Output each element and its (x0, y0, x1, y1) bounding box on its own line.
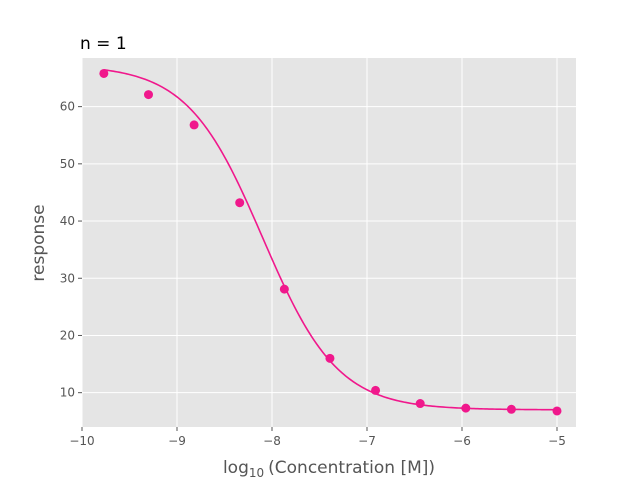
data-point (461, 403, 471, 413)
y-tick-label: 50 (60, 157, 75, 171)
data-point (552, 406, 562, 416)
chart-title: n = 1 (80, 34, 127, 54)
grid-lines (81, 58, 576, 427)
y-axis-ticks: 10 20 30 40 50 60 (60, 100, 82, 400)
data-point (279, 284, 289, 294)
x-axis-title: log10 (Concentration [M]) (223, 458, 435, 480)
data-points (99, 68, 562, 416)
y-tick-label: 40 (60, 214, 75, 228)
x-tick-label: −6 (453, 434, 471, 448)
data-point (144, 90, 153, 100)
y-tick-label: 60 (60, 100, 75, 114)
data-point (99, 68, 109, 78)
plot-area (82, 58, 576, 427)
y-tick-label: 30 (60, 271, 75, 285)
x-tick-label: −10 (69, 434, 94, 448)
y-axis-title: response (29, 204, 49, 281)
y-tick-label: 10 (60, 386, 75, 400)
data-point (506, 404, 516, 414)
x-tick-label: −5 (548, 434, 566, 448)
data-point (325, 353, 335, 363)
data-point (415, 399, 425, 409)
x-tick-label: −7 (358, 434, 376, 448)
data-point (189, 120, 199, 130)
data-point (235, 198, 245, 208)
x-tick-label: −8 (263, 434, 281, 448)
data-point (371, 385, 381, 395)
y-tick-label: 20 (60, 328, 75, 342)
x-tick-label: −9 (168, 434, 186, 448)
x-axis-ticks: −10 −9 −8 −7 −6 −5 (69, 427, 566, 448)
